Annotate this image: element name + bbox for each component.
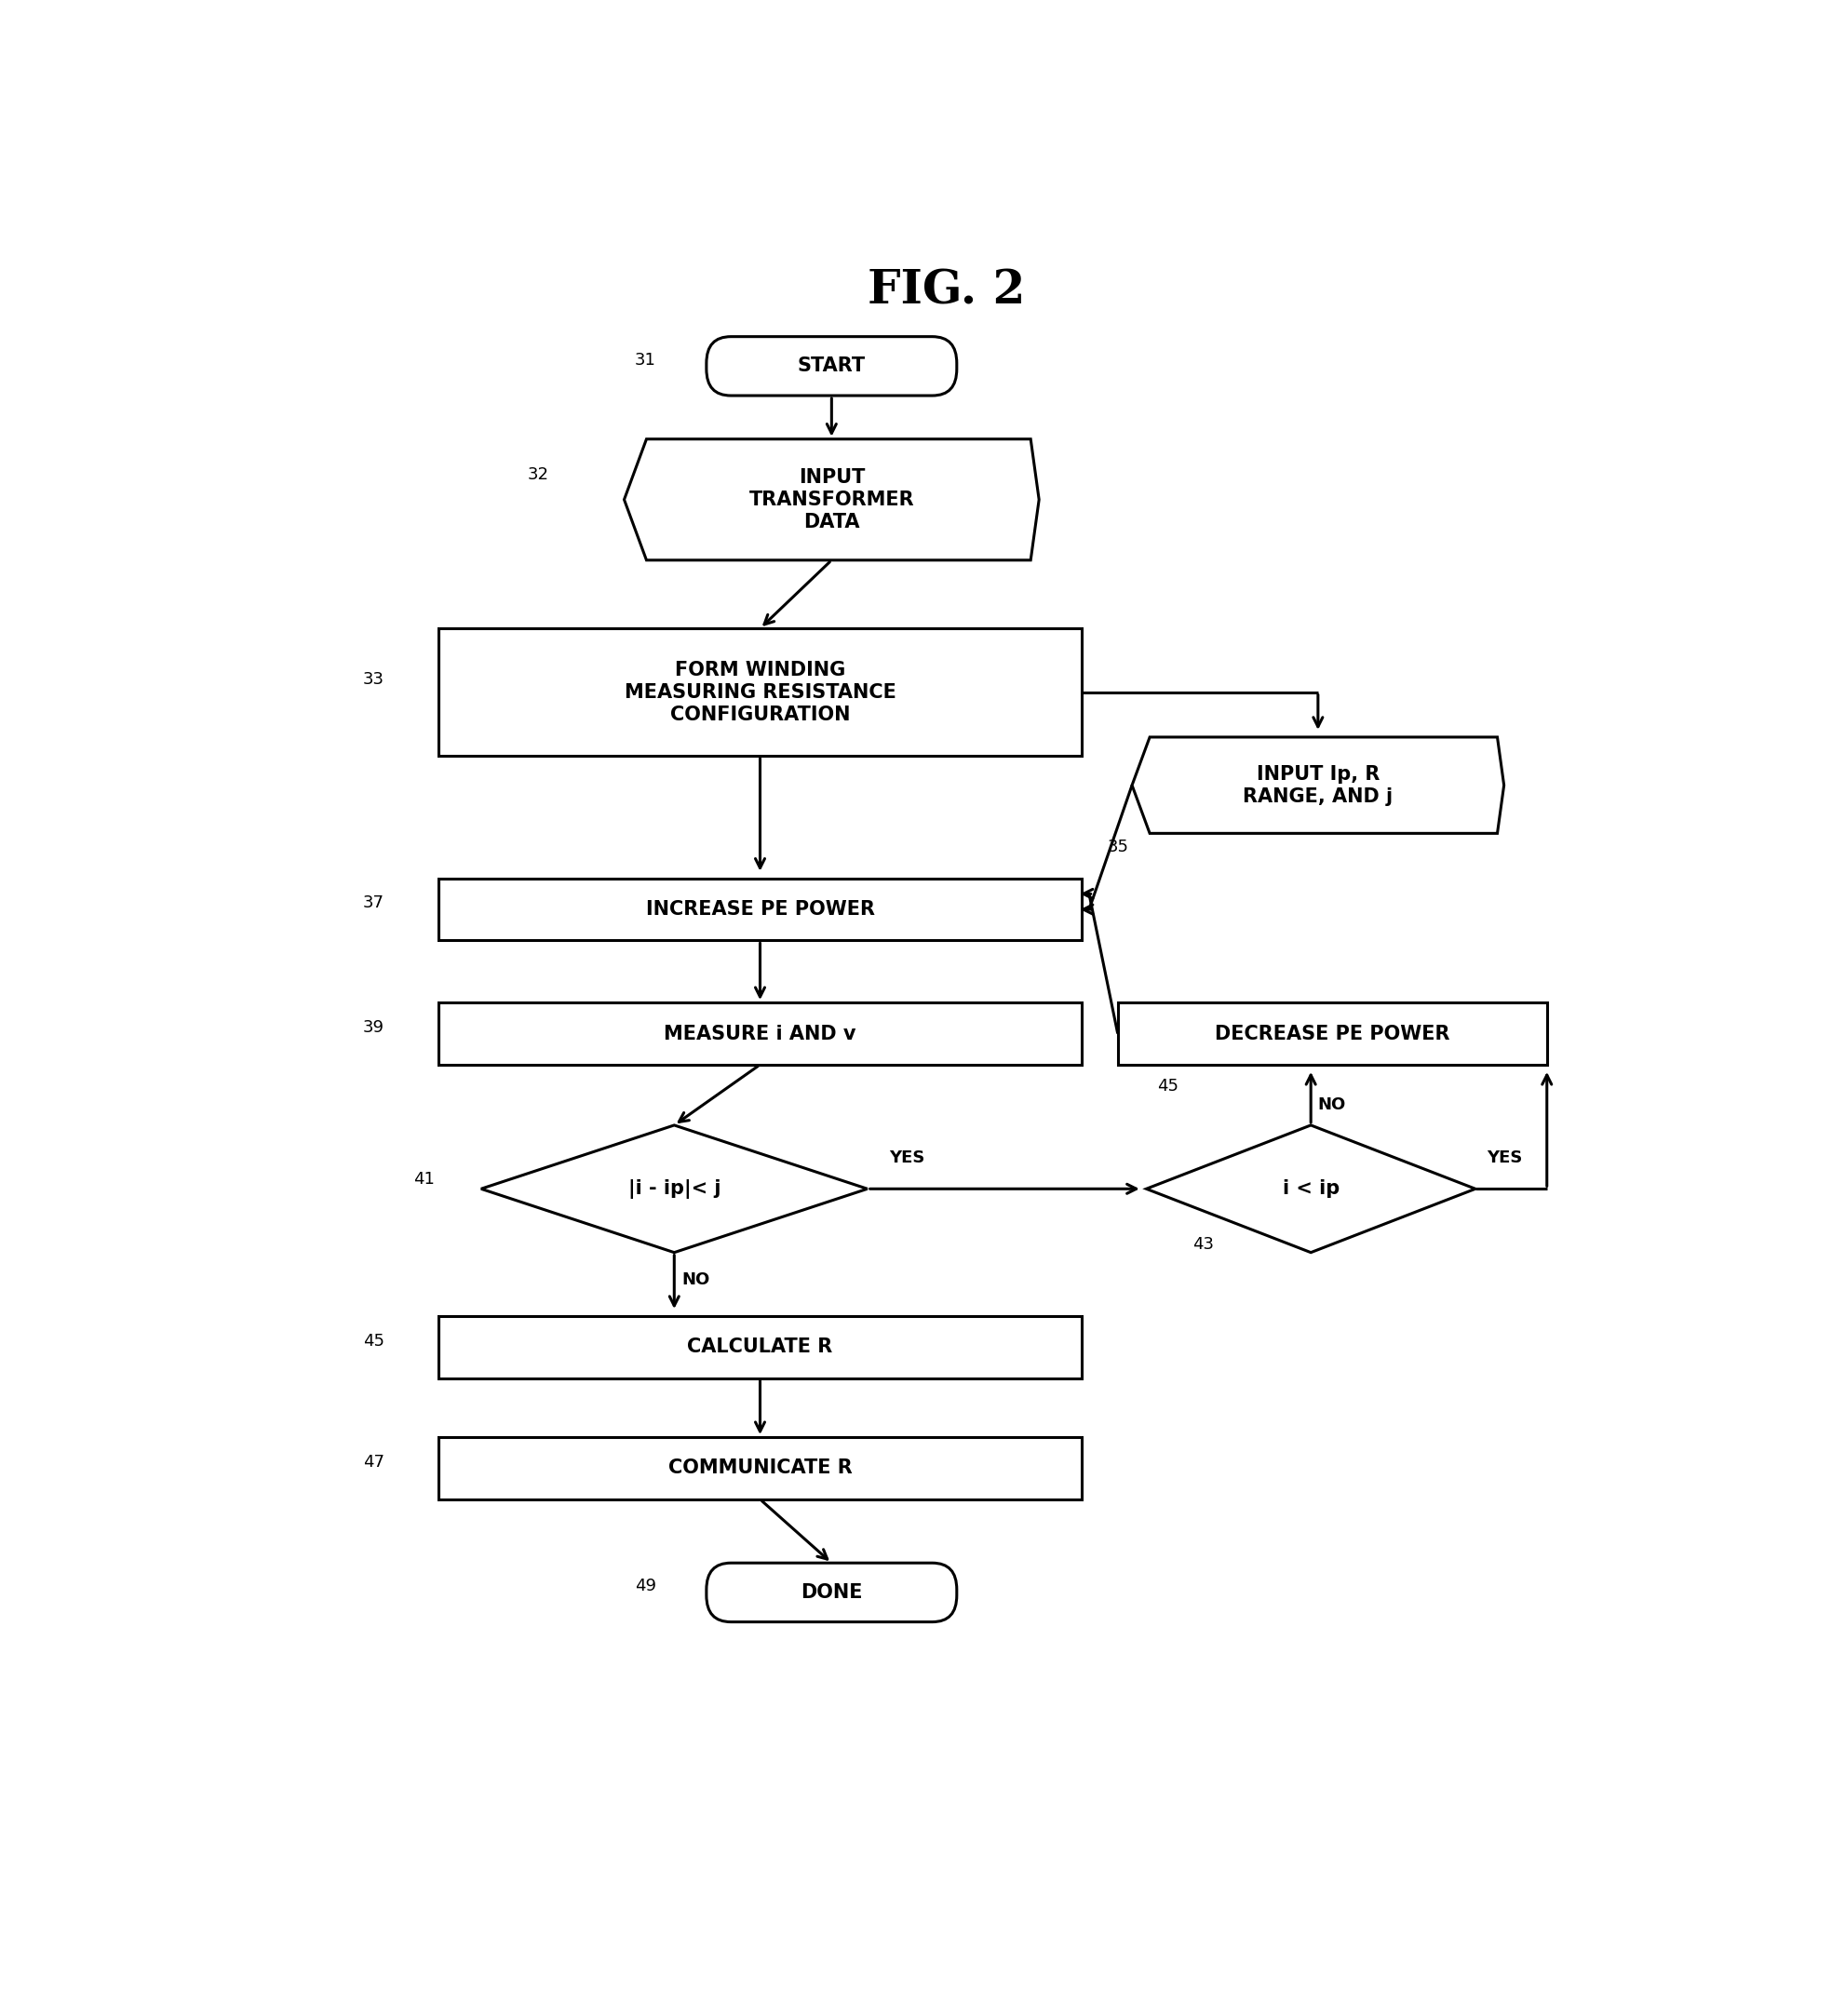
FancyBboxPatch shape (1116, 1002, 1546, 1064)
Text: 39: 39 (363, 1018, 384, 1036)
Text: 47: 47 (363, 1454, 384, 1470)
Text: DECREASE PE POWER: DECREASE PE POWER (1214, 1024, 1448, 1042)
Text: DONE: DONE (801, 1583, 862, 1603)
FancyBboxPatch shape (437, 1437, 1081, 1500)
Text: INPUT Ip, R
RANGE, AND j: INPUT Ip, R RANGE, AND j (1242, 764, 1393, 806)
Polygon shape (1146, 1125, 1474, 1252)
Text: NO: NO (681, 1272, 708, 1288)
Polygon shape (482, 1125, 867, 1252)
Text: START: START (797, 357, 865, 375)
Text: INPUT
TRANSFORMER
DATA: INPUT TRANSFORMER DATA (749, 468, 913, 532)
Text: i < ip: i < ip (1282, 1179, 1339, 1198)
Text: INCREASE PE POWER: INCREASE PE POWER (646, 899, 875, 919)
Text: 45: 45 (1157, 1079, 1177, 1095)
Text: 31: 31 (635, 351, 657, 369)
FancyBboxPatch shape (437, 879, 1081, 941)
Polygon shape (1131, 738, 1504, 833)
Text: MEASURE i AND v: MEASURE i AND v (664, 1024, 856, 1042)
FancyBboxPatch shape (707, 337, 956, 395)
Text: YES: YES (1485, 1149, 1522, 1165)
Text: 41: 41 (413, 1171, 434, 1187)
Text: 45: 45 (363, 1333, 384, 1349)
Text: FIG. 2: FIG. 2 (867, 268, 1024, 314)
Text: NO: NO (1317, 1097, 1345, 1113)
Text: |i - ip|< j: |i - ip|< j (627, 1179, 720, 1200)
FancyBboxPatch shape (437, 1316, 1081, 1379)
Polygon shape (624, 439, 1039, 560)
FancyBboxPatch shape (437, 1002, 1081, 1064)
Text: 37: 37 (363, 895, 384, 911)
Text: FORM WINDING
MEASURING RESISTANCE
CONFIGURATION: FORM WINDING MEASURING RESISTANCE CONFIG… (624, 661, 895, 724)
FancyBboxPatch shape (707, 1562, 956, 1623)
Text: 49: 49 (635, 1579, 657, 1595)
Text: 33: 33 (363, 671, 384, 687)
Text: 43: 43 (1192, 1236, 1214, 1254)
Text: YES: YES (889, 1149, 924, 1165)
Text: COMMUNICATE R: COMMUNICATE R (668, 1460, 852, 1478)
Text: 35: 35 (1107, 839, 1127, 855)
FancyBboxPatch shape (437, 629, 1081, 756)
Text: CALCULATE R: CALCULATE R (686, 1339, 832, 1357)
Text: 32: 32 (528, 466, 548, 484)
